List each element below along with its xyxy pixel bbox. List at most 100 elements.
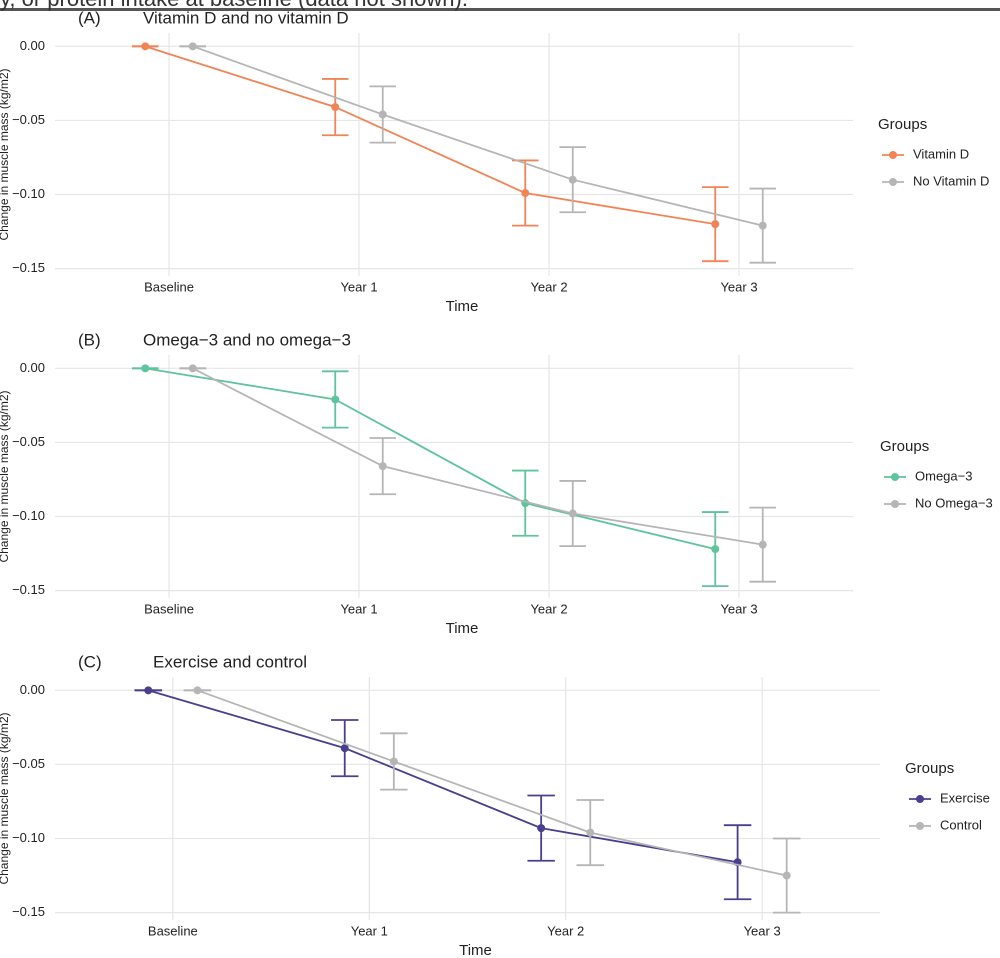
- legend-key-point: [916, 795, 924, 803]
- legend-title: Groups: [878, 116, 927, 133]
- x-axis-label: Time: [459, 942, 492, 958]
- error-bar: [511, 159, 539, 227]
- panel: Baseline Year 1 Year 2 Year 3 0.00 −0.05 −0.10…: [0, 8, 989, 314]
- point: [711, 220, 720, 229]
- y-axis-label: Change in muscle mass (kg/m2): [0, 68, 11, 240]
- point: [141, 364, 150, 373]
- point: [188, 364, 197, 373]
- error-bar: [559, 480, 587, 548]
- legend-key-point: [891, 473, 899, 481]
- y-tick-label: −0.05: [12, 112, 45, 127]
- panel-tag: (A): [78, 8, 101, 27]
- error-bar: [749, 506, 777, 583]
- point: [389, 757, 398, 766]
- error-bar: [772, 837, 801, 914]
- y-tick-label: −0.10: [12, 830, 45, 845]
- y-tick-label: 0.00: [20, 360, 45, 375]
- error-bar: [576, 799, 605, 867]
- x-tick-label: Baseline: [144, 601, 194, 616]
- point: [758, 221, 767, 230]
- point: [193, 686, 202, 695]
- point: [733, 858, 742, 867]
- x-axis-label: Time: [446, 620, 479, 637]
- point: [141, 42, 150, 51]
- x-tick-label: Year 1: [351, 923, 388, 938]
- error-bar: [511, 469, 539, 537]
- y-axis-label: Change in muscle mass (kg/m2): [0, 390, 11, 562]
- error-bar: [701, 511, 729, 588]
- legend-key-point: [916, 822, 924, 830]
- error-bar: [380, 732, 408, 791]
- y-tick-label: −0.10: [12, 186, 45, 201]
- y-tick-label: −0.05: [12, 756, 45, 771]
- legend-label: Control: [940, 817, 982, 832]
- x-tick-label: Year 3: [720, 601, 757, 616]
- panel: Baseline Year 1 Year 2 Year 3 0.00 −0.05 −0.10…: [0, 652, 990, 958]
- legend-label: No Vitamin D: [913, 173, 989, 188]
- y-tick-label: −0.10: [12, 508, 45, 523]
- error-bar: [749, 187, 777, 264]
- error-bar: [723, 824, 752, 901]
- point: [144, 686, 153, 695]
- x-tick-label: Year 1: [340, 279, 377, 294]
- error-bar: [321, 370, 349, 429]
- series-line: [192, 367, 763, 546]
- point: [758, 540, 767, 549]
- point: [378, 462, 387, 471]
- point: [378, 110, 387, 119]
- panel: Baseline Year 1 Year 2 Year 3 0.00 −0.05 −0.10…: [0, 330, 993, 636]
- error-bar: [330, 719, 359, 778]
- panel-tag: (B): [78, 330, 101, 349]
- legend-label: Vitamin D: [913, 146, 969, 161]
- x-tick-label: Year 2: [530, 601, 567, 616]
- caption-fragment: y, or protein intake at baseline (data n…: [0, 0, 1000, 11]
- point: [188, 42, 197, 51]
- series-line: [148, 689, 738, 864]
- point: [537, 824, 546, 833]
- y-tick-label: −0.15: [12, 582, 45, 597]
- series-line: [197, 689, 787, 877]
- legend-label: Omega−3: [915, 468, 972, 483]
- panel-tag: (C): [78, 652, 102, 671]
- x-tick-label: Year 2: [547, 923, 584, 938]
- y-tick-label: 0.00: [20, 38, 45, 53]
- point: [331, 103, 340, 112]
- point: [568, 509, 577, 518]
- panel-title: Vitamin D and no vitamin D: [143, 8, 349, 27]
- point: [711, 545, 720, 554]
- legend-key-point: [889, 178, 897, 186]
- x-axis-label: Time: [446, 298, 479, 315]
- x-tick-label: Year 1: [340, 601, 377, 616]
- point: [521, 499, 530, 508]
- error-bar: [321, 78, 349, 137]
- series-line: [192, 45, 763, 227]
- legend-key-point: [889, 151, 897, 159]
- x-tick-label: Year 3: [744, 923, 781, 938]
- y-tick-label: −0.05: [12, 434, 45, 449]
- point: [340, 744, 349, 753]
- point: [782, 871, 791, 880]
- point: [331, 395, 340, 404]
- point: [568, 175, 577, 184]
- error-bar: [369, 437, 397, 496]
- error-bar: [701, 186, 729, 263]
- series-line: [144, 45, 716, 226]
- error-bar: [527, 794, 555, 862]
- legend-title: Groups: [880, 438, 929, 455]
- x-tick-label: Year 3: [720, 279, 757, 294]
- y-tick-label: −0.15: [12, 260, 45, 275]
- y-tick-label: −0.15: [12, 904, 45, 919]
- panel-title: Exercise and control: [153, 652, 307, 671]
- error-bar: [559, 146, 587, 214]
- legend-label: Exercise: [940, 790, 990, 805]
- x-tick-label: Year 2: [530, 279, 567, 294]
- panel-title: Omega−3 and no omega−3: [143, 330, 351, 349]
- series-line: [145, 367, 716, 550]
- legend-label: No Omega−3: [915, 495, 993, 510]
- x-tick-label: Baseline: [144, 279, 194, 294]
- error-bar: [369, 85, 397, 144]
- y-tick-label: 0.00: [20, 682, 45, 697]
- point: [586, 828, 595, 837]
